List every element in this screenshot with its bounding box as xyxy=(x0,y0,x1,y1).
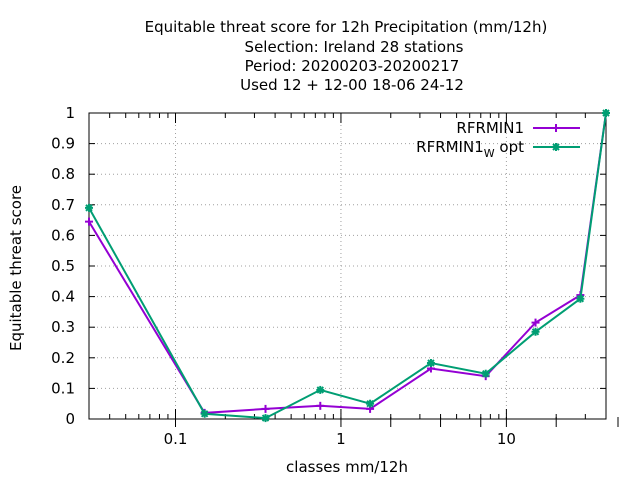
legend-label-2: RFRMIN1W opt xyxy=(416,138,524,160)
star-marker-d2 xyxy=(427,359,435,367)
star-marker-d2 xyxy=(531,328,540,336)
series-2-point xyxy=(602,109,610,117)
series-2-point xyxy=(426,359,435,368)
series-1-point xyxy=(85,217,93,226)
y-tick-label: 0.9 xyxy=(51,135,75,153)
series-2-point xyxy=(366,399,375,408)
y-axis-label: Equitable threat score xyxy=(7,185,25,351)
y-tick-label: 0.5 xyxy=(51,257,75,275)
x-tick-label: 1 xyxy=(336,430,346,448)
star-marker-d2 xyxy=(261,414,270,422)
star-marker-d2 xyxy=(552,143,560,151)
legend-sample-2 xyxy=(533,143,580,151)
x-axis-label: classes mm/12h xyxy=(286,458,408,476)
star-marker-d2 xyxy=(602,109,610,117)
series-1 xyxy=(85,109,610,417)
star-marker-d2 xyxy=(576,295,585,303)
series-1-line xyxy=(88,112,607,414)
series-2-point xyxy=(531,327,540,336)
y-tick-label: 1 xyxy=(65,104,75,122)
title-line-1: Equitable threat score for 12h Precipita… xyxy=(145,18,548,36)
series-2 xyxy=(85,109,610,423)
legend: RFRMIN1 RFRMIN1W opt xyxy=(416,119,580,160)
series-2-point xyxy=(200,409,209,418)
legend-label-2-main: RFRMIN1 xyxy=(416,138,484,156)
series-1-point xyxy=(261,404,270,413)
legend-label-2-sub: W xyxy=(484,147,495,160)
y-tick-label: 0 xyxy=(65,410,75,428)
star-marker-d2 xyxy=(482,370,490,378)
x-tick-label: 0.1 xyxy=(164,430,188,448)
star-marker-d2 xyxy=(85,204,93,212)
grid xyxy=(89,113,606,419)
y-tick-label: 0.7 xyxy=(51,196,75,214)
series-2-line xyxy=(88,112,607,420)
legend-label-2-suffix: opt xyxy=(495,138,524,156)
legend-label-1: RFRMIN1 xyxy=(456,119,524,137)
legend-sample-1 xyxy=(533,124,580,132)
x-tick-label: 10 xyxy=(497,430,516,448)
ticks xyxy=(89,112,619,427)
series-2-point xyxy=(576,294,585,303)
plot-frame xyxy=(88,112,607,420)
y-tick-label: 0.3 xyxy=(51,318,75,336)
series-1-point xyxy=(316,401,325,410)
y-tick-label: 0.1 xyxy=(51,379,75,397)
legend-samples xyxy=(533,124,580,151)
series-2-point xyxy=(261,414,270,423)
star-marker-d2 xyxy=(200,410,209,418)
star-marker-d2 xyxy=(366,399,374,408)
series-2-point xyxy=(481,369,490,378)
chart-title: Equitable threat score for 12h Precipita… xyxy=(145,18,548,94)
y-tick-label: 0.4 xyxy=(51,288,75,306)
series-2-point xyxy=(85,203,93,212)
star-marker-d2 xyxy=(316,386,324,394)
series-2-point xyxy=(316,385,325,394)
y-tick-label: 0.2 xyxy=(51,349,75,367)
tick-labels: 0 0.1 0.2 0.3 0.4 0.5 0.6 0.7 0.8 0.9 1 0.1 1 10 xyxy=(51,104,516,448)
series-1-point xyxy=(531,318,540,327)
series-group xyxy=(85,109,610,423)
title-line-2: Selection: Ireland 28 stations xyxy=(245,38,464,56)
y-tick-label: 0.6 xyxy=(51,226,75,244)
y-tick-label: 0.8 xyxy=(51,165,75,183)
title-line-3: Period: 20200203-20200217 xyxy=(245,57,460,75)
title-line-4: Used 12 + 12-00 18-06 24-12 xyxy=(240,76,464,94)
